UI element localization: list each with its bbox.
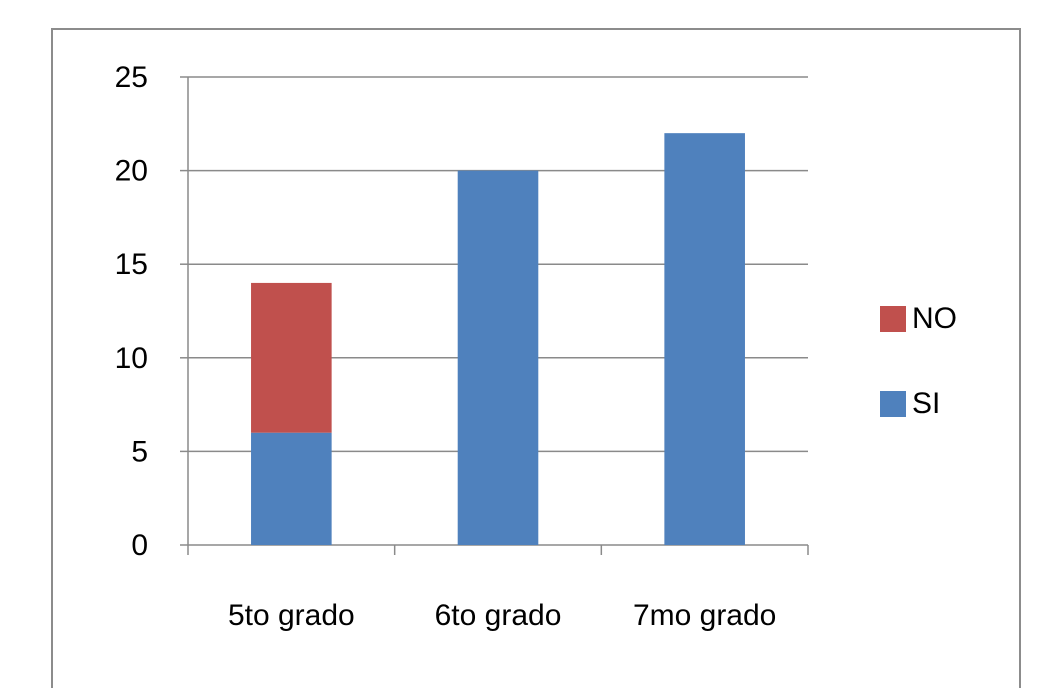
legend: NO SI [880,302,957,420]
legend-swatch-si [880,391,906,417]
bars [251,133,745,545]
bar-no [251,282,332,433]
bar-si [457,170,539,545]
y-tick-label: 5 [131,435,148,468]
x-category-label: 5to grado [228,599,355,632]
legend-swatch-no [880,306,906,332]
y-tick-label: 20 [115,155,148,188]
bar-si [664,133,745,545]
legend-label-no: NO [912,302,957,335]
axis-labels: 0 5 10 15 20 25 5to grado 6to grado 7mo grado [115,61,777,632]
y-tick-label: 0 [131,529,148,562]
x-category-label: 6to grado [435,599,562,632]
bar-si [251,432,332,545]
y-tick-label: 25 [115,61,148,94]
y-tick-label: 15 [115,248,148,281]
y-tick-label: 10 [115,342,148,375]
x-category-label: 7mo grado [633,599,776,632]
legend-label-si: SI [912,387,940,420]
